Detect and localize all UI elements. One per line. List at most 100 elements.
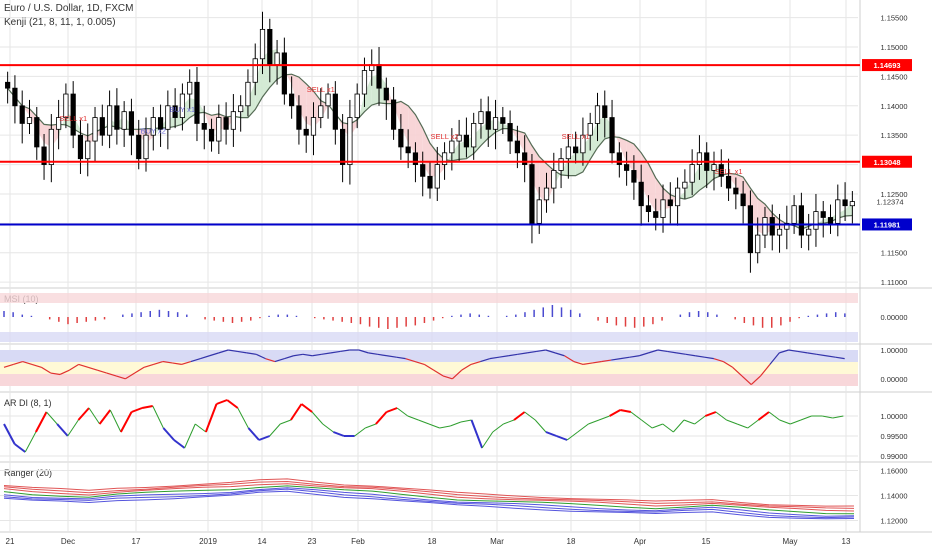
ardi-line-segment xyxy=(354,427,366,437)
tdi-line-segment xyxy=(265,358,276,363)
candle-body xyxy=(99,117,105,136)
y-tick-label: 1.14500 xyxy=(880,72,907,81)
ardi-line-segment xyxy=(704,411,717,417)
ardi-line-segment xyxy=(98,409,112,425)
candle-body xyxy=(92,117,98,142)
tdi-line-segment xyxy=(209,352,220,357)
candle-body xyxy=(507,123,513,142)
ranger-title: Ranger (20) xyxy=(4,468,52,478)
ardi-line-segment xyxy=(24,431,37,453)
ranger-line-2 xyxy=(3,483,855,512)
level-label-bg xyxy=(862,155,912,168)
ardi-y-tick: 1.00000 xyxy=(880,412,907,421)
candle-body xyxy=(412,152,419,165)
ardi-line-segment xyxy=(67,419,79,437)
ardi-line-segment xyxy=(322,423,334,433)
tdi-line-segment xyxy=(489,356,500,360)
signal-annotation: SELL x1 xyxy=(59,114,87,123)
tdi-line-segment xyxy=(41,366,52,374)
tdi-line-segment xyxy=(470,360,481,365)
ardi-line-segment xyxy=(609,409,621,417)
ma-ribbon-segment xyxy=(306,83,314,128)
tdi-line-segment xyxy=(293,353,303,357)
ardi-line-segment xyxy=(204,403,218,433)
candle-body xyxy=(143,134,149,160)
ardi-line-segment xyxy=(173,439,186,449)
candle-body xyxy=(114,105,120,130)
tdi-line-segment xyxy=(302,353,313,357)
ardi-line-segment xyxy=(237,407,249,429)
ardi-line-segment xyxy=(726,419,738,425)
ma-ribbon-segment xyxy=(247,82,256,118)
tdi-line-segment xyxy=(583,362,593,365)
candle-body xyxy=(281,52,287,95)
ranger-y-tick: 1.12000 xyxy=(880,517,907,526)
tdi-line-segment xyxy=(461,363,472,371)
candle-body xyxy=(682,181,688,189)
tdi-line-segment xyxy=(255,353,266,360)
candle-body xyxy=(747,205,754,254)
candle-body xyxy=(718,164,724,177)
ardi-line-segment xyxy=(768,411,780,421)
x-tick-label: 14 xyxy=(258,537,267,546)
ardi-y-tick: 0.99500 xyxy=(880,432,907,441)
ardi-title: AR DI (8, 1) xyxy=(4,398,52,408)
candle-body xyxy=(514,140,520,154)
y-tick-label: 1.14000 xyxy=(880,102,907,111)
candle-body xyxy=(463,134,470,148)
ranger-line-5 xyxy=(3,488,855,519)
tdi-line-segment xyxy=(592,360,602,364)
tdi-line-segment xyxy=(87,366,98,371)
ardi-line-segment xyxy=(77,407,90,421)
candle-body xyxy=(427,175,433,189)
candle-body xyxy=(325,93,331,107)
ma-ribbon-segment xyxy=(561,158,569,176)
ma-slow-line xyxy=(7,73,853,230)
tdi-line-segment xyxy=(69,363,80,371)
tdi-line-segment xyxy=(181,360,191,365)
candle-body xyxy=(580,134,586,154)
tdi-line-segment xyxy=(601,359,612,363)
ardi-line-segment xyxy=(226,399,239,409)
tdi-line-segment xyxy=(199,355,210,360)
candle-body xyxy=(674,187,681,207)
tdi-line-segment xyxy=(713,358,724,363)
candle-body xyxy=(398,128,404,148)
ma-ribbon-segment xyxy=(291,74,299,110)
candle-body xyxy=(274,52,280,66)
tdi-line-segment xyxy=(125,372,136,380)
tdi-line-segment xyxy=(115,375,126,380)
candle-body xyxy=(653,211,659,218)
ardi-line-segment xyxy=(131,407,143,413)
ardi-line-segment xyxy=(470,419,484,449)
candle-body xyxy=(157,117,164,130)
y-tick-label: 1.13500 xyxy=(880,131,907,140)
ardi-line-segment xyxy=(333,431,345,437)
ardi-line-segment xyxy=(375,411,388,425)
tdi-band-bottom xyxy=(0,374,858,386)
candle-body xyxy=(383,87,389,101)
candle-body xyxy=(631,170,637,183)
ardi-line-segment xyxy=(311,411,324,425)
candle-body xyxy=(456,134,462,142)
tdi-line-segment xyxy=(312,353,322,357)
candle-body xyxy=(376,64,382,89)
candle-body xyxy=(310,117,317,136)
candle-body xyxy=(259,28,266,60)
candle-body xyxy=(849,201,855,207)
tdi-line-segment xyxy=(629,355,640,358)
tdi-line-segment xyxy=(13,360,23,365)
tdi-line-segment xyxy=(704,356,714,360)
tdi-line-segment xyxy=(835,356,845,360)
candle-body xyxy=(543,187,550,201)
candle-body xyxy=(449,140,455,154)
ardi-y-tick: 0.99000 xyxy=(880,452,907,461)
x-tick-label: 13 xyxy=(842,537,851,546)
tdi-line-segment xyxy=(368,352,378,355)
ardi-line-segment xyxy=(556,435,568,441)
candle-body xyxy=(594,105,601,124)
x-tick-label: 17 xyxy=(132,537,141,546)
candle-body xyxy=(616,152,622,165)
